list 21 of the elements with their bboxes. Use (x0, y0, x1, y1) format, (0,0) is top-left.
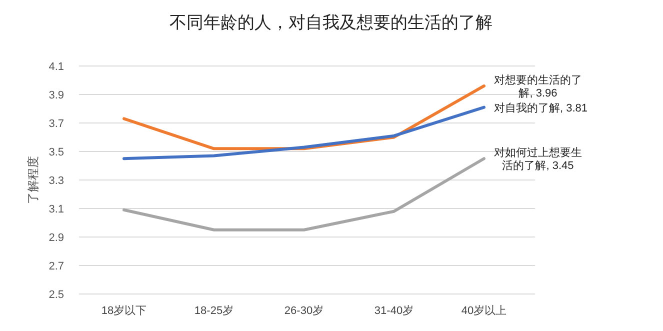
y-tick-label: 3.3 (48, 175, 64, 187)
x-tick-label: 26-30岁 (284, 305, 324, 317)
x-tick-label: 18岁以下 (101, 304, 147, 317)
x-tick-label: 40岁以上 (461, 304, 507, 317)
y-axis-title: 了解程度 (26, 156, 40, 204)
line-series (122, 106, 486, 160)
y-tick-label: 3.5 (48, 146, 64, 158)
y-tick-label: 2.5 (48, 289, 64, 301)
annotation: 对想要的生活的了解, 3.96 (494, 73, 582, 100)
chart-title: 不同年龄的人，对自我及想要的生活的了解 (170, 13, 492, 32)
y-tick-label: 2.7 (48, 260, 64, 272)
x-tick-label: 31-40岁 (374, 305, 414, 317)
y-tick-label: 2.9 (48, 232, 64, 244)
x-tick-label: 18-25岁 (194, 305, 234, 317)
line-series (122, 157, 486, 232)
y-tick-label: 4.1 (48, 61, 64, 73)
y-tick-label: 3.7 (48, 118, 64, 130)
annotation: 对如何过上想要生活的了解, 3.45 (494, 146, 582, 172)
annotation: 对自我的了解, 3.81 (494, 101, 588, 114)
y-tick-label: 3.9 (48, 90, 64, 102)
y-tick-label: 3.1 (48, 204, 64, 216)
